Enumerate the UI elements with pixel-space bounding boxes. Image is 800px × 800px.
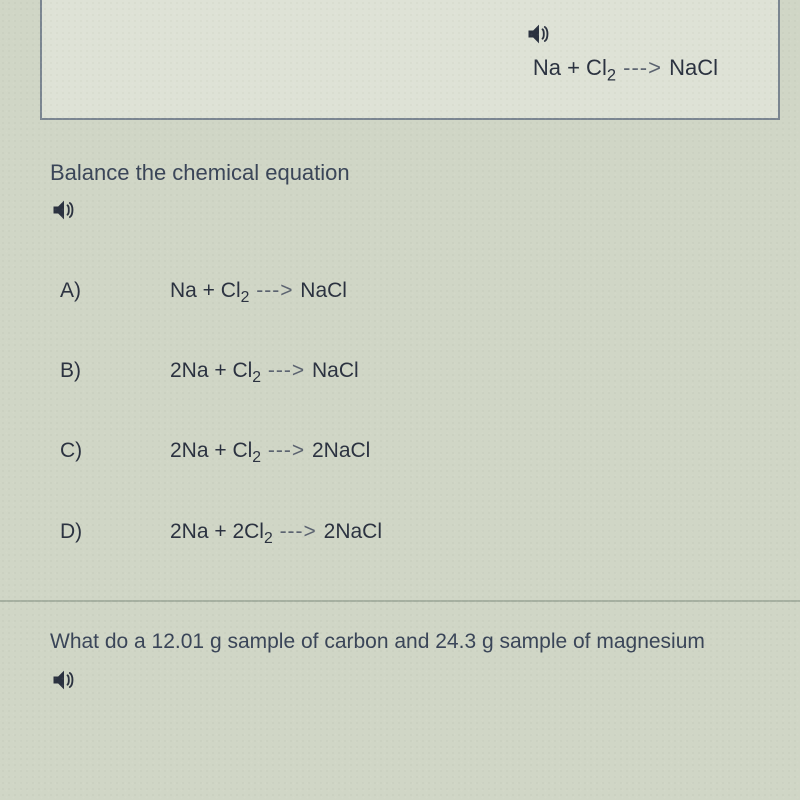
formula-post: 2NaCl <box>312 439 370 462</box>
formula-arrow: ---> <box>273 520 324 543</box>
given-equation: Na + Cl2 ---> NaCl <box>533 55 718 85</box>
divider <box>0 600 800 602</box>
option-formula: 2Na + Cl2 ---> NaCl <box>170 359 359 387</box>
eq-right: NaCl <box>669 55 718 80</box>
formula-sub: 2 <box>252 450 261 467</box>
eq-arrow: ---> <box>616 55 669 80</box>
formula-pre: 2Na + Cl <box>170 439 252 462</box>
option-letter: D) <box>60 520 170 544</box>
option-b[interactable]: B) 2Na + Cl2 ---> NaCl <box>60 359 780 387</box>
eq-sub: 2 <box>607 66 616 84</box>
option-formula: 2Na + 2Cl2 ---> 2NaCl <box>170 520 382 548</box>
option-d[interactable]: D) 2Na + 2Cl2 ---> 2NaCl <box>60 520 780 548</box>
option-letter: B) <box>60 359 170 383</box>
option-formula: 2Na + Cl2 ---> 2NaCl <box>170 439 370 467</box>
formula-pre: Na + Cl <box>170 279 241 302</box>
audio-icon[interactable] <box>50 666 800 699</box>
formula-arrow: ---> <box>261 439 312 462</box>
option-a[interactable]: A) Na + Cl2 ---> NaCl <box>60 279 780 307</box>
question-text: Balance the chemical equation <box>50 160 780 186</box>
next-question-text: What do a 12.01 g sample of carbon and 2… <box>50 630 780 654</box>
option-c[interactable]: C) 2Na + Cl2 ---> 2NaCl <box>60 439 780 467</box>
options-list: A) Na + Cl2 ---> NaCl B) 2Na + Cl2 ---> … <box>60 279 780 548</box>
option-letter: C) <box>60 439 170 463</box>
option-letter: A) <box>60 279 170 303</box>
formula-arrow: ---> <box>249 279 300 302</box>
formula-sub: 2 <box>252 369 261 386</box>
eq-left: Na + Cl <box>533 55 607 80</box>
audio-icon[interactable] <box>50 196 78 224</box>
equation-frame: Na + Cl2 ---> NaCl <box>40 0 780 120</box>
audio-icon[interactable] <box>525 20 553 48</box>
formula-arrow: ---> <box>261 359 312 382</box>
option-formula: Na + Cl2 ---> NaCl <box>170 279 347 307</box>
formula-post: NaCl <box>312 359 359 382</box>
formula-sub: 2 <box>264 530 273 547</box>
formula-post: NaCl <box>300 279 347 302</box>
question-block: Balance the chemical equation A) Na + Cl… <box>50 160 780 548</box>
formula-pre: 2Na + Cl <box>170 359 252 382</box>
formula-pre: 2Na + 2Cl <box>170 520 264 543</box>
formula-post: 2NaCl <box>324 520 382 543</box>
